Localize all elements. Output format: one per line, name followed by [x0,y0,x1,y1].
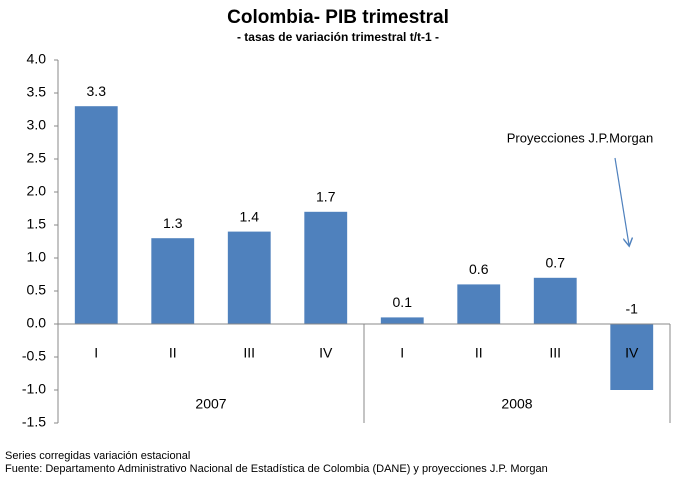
footnote: Series corregidas variación estacional [5,450,190,462]
y-tick-label: 1.0 [27,249,47,265]
y-tick-label: 4.0 [27,51,47,67]
bar [304,211,348,324]
y-tick-label: -1.0 [22,381,46,397]
value-label: -1 [626,301,639,317]
y-tick-label: 0.0 [27,315,47,331]
x-tick-label: II [475,345,483,361]
value-label: 0.6 [469,261,489,277]
chart-title: Colombia- PIB trimestral [227,7,449,28]
bar [457,284,501,324]
group-label: 2007 [195,396,226,412]
annotation: Proyecciones J.P.Morgan [507,130,653,145]
chart-subtitle: - tasas de variación trimestral t/t-1 - [237,30,439,44]
annotation-arrow [614,157,629,245]
x-tick-label: III [549,345,561,361]
bar [74,106,118,324]
x-tick-label: II [169,345,177,361]
value-label: 1.4 [240,208,260,224]
x-tick-label: I [400,345,404,361]
x-tick-label: III [243,345,255,361]
footnote: Fuente: Departamento Administrativo Naci… [5,463,548,475]
y-tick-label: 2.0 [27,183,47,199]
value-label: 3.3 [87,83,107,99]
bar [151,238,195,324]
y-tick-label: 3.0 [27,117,47,133]
bar [380,317,424,324]
value-label: 0.1 [393,294,413,310]
y-tick-label: 1.5 [27,216,47,232]
y-tick-label: 3.5 [27,84,47,100]
value-label: 1.3 [163,215,183,231]
group-label: 2008 [501,396,532,412]
y-tick-label: 0.5 [27,282,47,298]
bar [610,324,654,390]
bar [533,277,577,324]
x-tick-label: I [94,345,98,361]
y-tick-label: -1.5 [22,414,46,430]
value-label: 0.7 [546,255,566,271]
x-tick-label: IV [625,345,639,361]
y-tick-label: -0.5 [22,348,46,364]
value-label: 1.7 [316,189,336,205]
x-tick-label: IV [319,345,333,361]
bar [227,231,271,324]
y-tick-label: 2.5 [27,150,47,166]
